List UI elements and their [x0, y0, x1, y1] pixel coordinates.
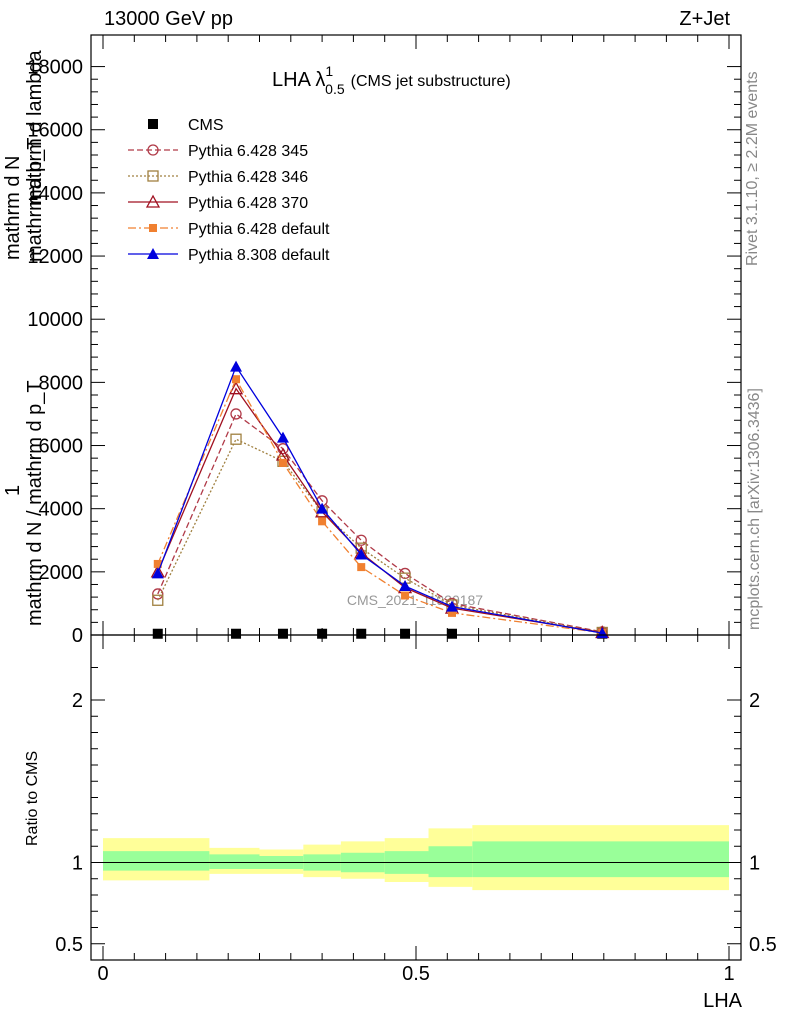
ratio-panel: 0.5 0.5 1 1 2 2 0 0.5 1: [55, 634, 777, 985]
data-point: [152, 628, 163, 639]
data-point: [355, 548, 368, 560]
data-point: [230, 360, 243, 372]
data-point: [230, 408, 242, 420]
ratio-frame: [90, 634, 742, 961]
data-point: [231, 628, 242, 639]
ratio-inner-band: [472, 841, 729, 878]
legend-marker: [149, 224, 157, 232]
data-point: [277, 628, 288, 639]
data-point: [355, 534, 367, 546]
x-tick-label: 0: [97, 963, 108, 985]
data-point: [318, 517, 327, 526]
main-ytick-label: 8000: [39, 372, 84, 394]
header-channel: Z+Jet: [679, 8, 730, 30]
data-point: [399, 580, 412, 592]
data-point: [278, 458, 287, 467]
legend-marker: [147, 144, 159, 156]
x-tick-label: 1: [723, 963, 734, 985]
legend-label: Pythia 6.428 default: [188, 221, 330, 238]
ratio-inner-band: [209, 854, 260, 869]
series-line: [157, 438, 603, 634]
series-line: [157, 412, 603, 633]
main-ytick-label: 10000: [27, 309, 83, 331]
data-point: [445, 600, 458, 612]
x-tick-label: 0.5: [402, 963, 430, 985]
data-point: [152, 594, 164, 606]
legend-marker: [145, 194, 161, 208]
ratio-inner-band: [103, 851, 210, 871]
data-point: [316, 502, 329, 514]
ratio-ytick-label-right: 1: [749, 853, 760, 875]
data-point: [153, 559, 162, 568]
legend-label: Pythia 6.428 346: [188, 169, 308, 186]
data-point: [228, 381, 244, 395]
data-point: [151, 567, 164, 579]
data-point: [356, 628, 367, 639]
legend-label: Pythia 8.308 default: [188, 247, 330, 264]
legend-label: Pythia 6.428 370: [188, 195, 308, 212]
ratio-ytick-label: 0.5: [55, 934, 83, 956]
main-ytick-label: 6000: [39, 436, 84, 458]
data-point: [447, 608, 456, 617]
data-point: [357, 563, 366, 572]
main-ytick-label: 16000: [27, 120, 83, 142]
legend-marker: [148, 119, 158, 129]
chart-title: LHA λ1 0.5 (CMS jet substructure): [272, 63, 511, 97]
legend-marker: [147, 170, 159, 182]
main-ytick-label: 4000: [39, 499, 84, 521]
data-point: [317, 628, 328, 639]
data-point: [230, 433, 242, 445]
main-ytick-label: 2000: [39, 562, 84, 584]
main-ytick-label: 0: [72, 625, 83, 647]
ratio-ytick-label: 1: [72, 853, 83, 875]
ratio-inner-band: [428, 846, 473, 878]
ratio-ytick-label: 2: [72, 690, 83, 712]
main-ytick-label: 18000: [27, 57, 83, 79]
data-point: [401, 591, 410, 600]
ratio-ytick-label-right: 2: [749, 690, 760, 712]
x-axis-label: LHA: [703, 990, 742, 1012]
header-process: 13000 GeV pp: [104, 8, 233, 30]
main-ytick-label: 14000: [27, 183, 83, 205]
ratio-ytick-label-right: 0.5: [749, 934, 777, 956]
legend-marker: [147, 248, 159, 259]
main-ytick-label: 12000: [27, 246, 83, 268]
legend-label: CMS: [188, 117, 224, 134]
main-panel: 0 2000 4000 6000 8000 10000 12000 14000 16000 180…: [27, 34, 742, 960]
data-point: [276, 431, 289, 443]
series-line: [157, 365, 603, 634]
data-point: [232, 375, 241, 384]
series-0: [152, 628, 608, 639]
data-point: [400, 628, 411, 639]
legend-label: Pythia 6.428 345: [188, 143, 308, 160]
data-point: [446, 628, 457, 639]
